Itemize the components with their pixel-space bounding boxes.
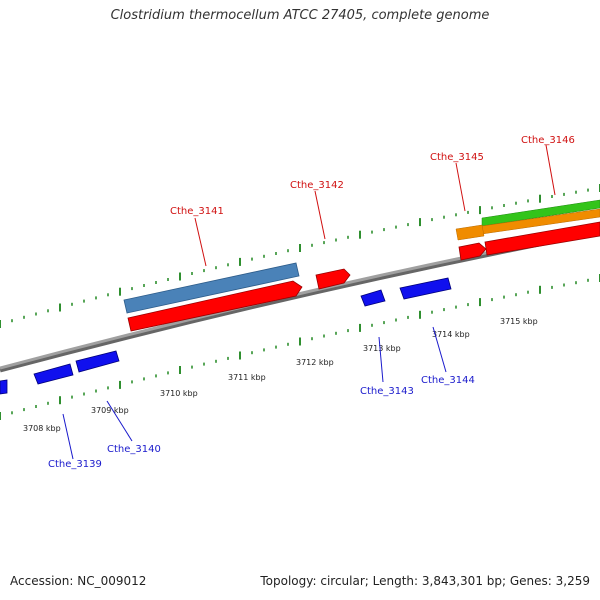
leader-line <box>378 336 384 383</box>
tick-label: 3709 kbp <box>91 406 129 415</box>
tick-label: 3708 kbp <box>23 424 61 433</box>
blue-feature-bar[interactable] <box>123 262 300 314</box>
genome-summary: Topology: circular; Length: 3,843,301 bp… <box>260 574 590 588</box>
leader-line <box>194 217 207 267</box>
gene-label-cthe-3145[interactable]: Cthe_3145 <box>430 152 484 163</box>
cds-cthe-3140[interactable] <box>75 350 120 373</box>
tick-label-group: 3708 kbp 3709 kbp 3710 kbp 3711 kbp 3712… <box>23 317 538 433</box>
leader-line <box>455 162 466 212</box>
leader-line <box>106 400 133 442</box>
gene-label-cthe-3141[interactable]: Cthe_3141 <box>170 206 224 217</box>
tick-label: 3714 kbp <box>432 330 470 339</box>
leader-line <box>62 413 74 460</box>
leader-lines <box>62 144 556 460</box>
leader-line <box>545 144 556 196</box>
cds-cthe-3146[interactable] <box>484 221 600 256</box>
tick-label: 3715 kbp <box>500 317 538 326</box>
cds-reverse-offscreen[interactable] <box>0 379 8 395</box>
cds-cthe-3142[interactable] <box>315 268 351 290</box>
green-feature-bar[interactable] <box>481 199 600 227</box>
gene-label-cthe-3139[interactable]: Cthe_3139 <box>48 459 102 470</box>
tick-label: 3712 kbp <box>296 358 334 367</box>
cds-cthe-3145[interactable] <box>458 242 487 261</box>
gene-label-cthe-3143[interactable]: Cthe_3143 <box>360 386 414 397</box>
gene-label-cthe-3142[interactable]: Cthe_3142 <box>290 180 344 191</box>
gene-label-cthe-3146[interactable]: Cthe_3146 <box>521 135 575 146</box>
leader-line <box>432 326 447 373</box>
orange-feature-block[interactable] <box>455 224 485 241</box>
leader-line <box>314 190 326 240</box>
accession-label: Accession: NC_009012 <box>10 574 147 588</box>
map-title: Clostridium thermocellum ATCC 27405, com… <box>110 8 490 23</box>
tick-label: 3710 kbp <box>160 389 198 398</box>
gene-labels: Cthe_3141 Cthe_3142 Cthe_3145 Cthe_3146 … <box>48 135 575 470</box>
cds-cthe-3141[interactable] <box>127 280 303 332</box>
gene-label-cthe-3144[interactable]: Cthe_3144 <box>421 375 475 386</box>
inner-tick-ring <box>0 274 600 420</box>
cds-cthe-3139[interactable] <box>33 363 74 385</box>
feature-track <box>0 199 600 395</box>
gene-label-cthe-3140[interactable]: Cthe_3140 <box>107 444 161 455</box>
tick-label: 3711 kbp <box>228 373 266 382</box>
tick-label: 3713 kbp <box>363 344 401 353</box>
outer-tick-ring <box>0 184 600 328</box>
cds-cthe-3143[interactable] <box>360 289 386 307</box>
genome-backbone-shadow <box>0 229 600 373</box>
cds-cthe-3144[interactable] <box>399 277 452 300</box>
